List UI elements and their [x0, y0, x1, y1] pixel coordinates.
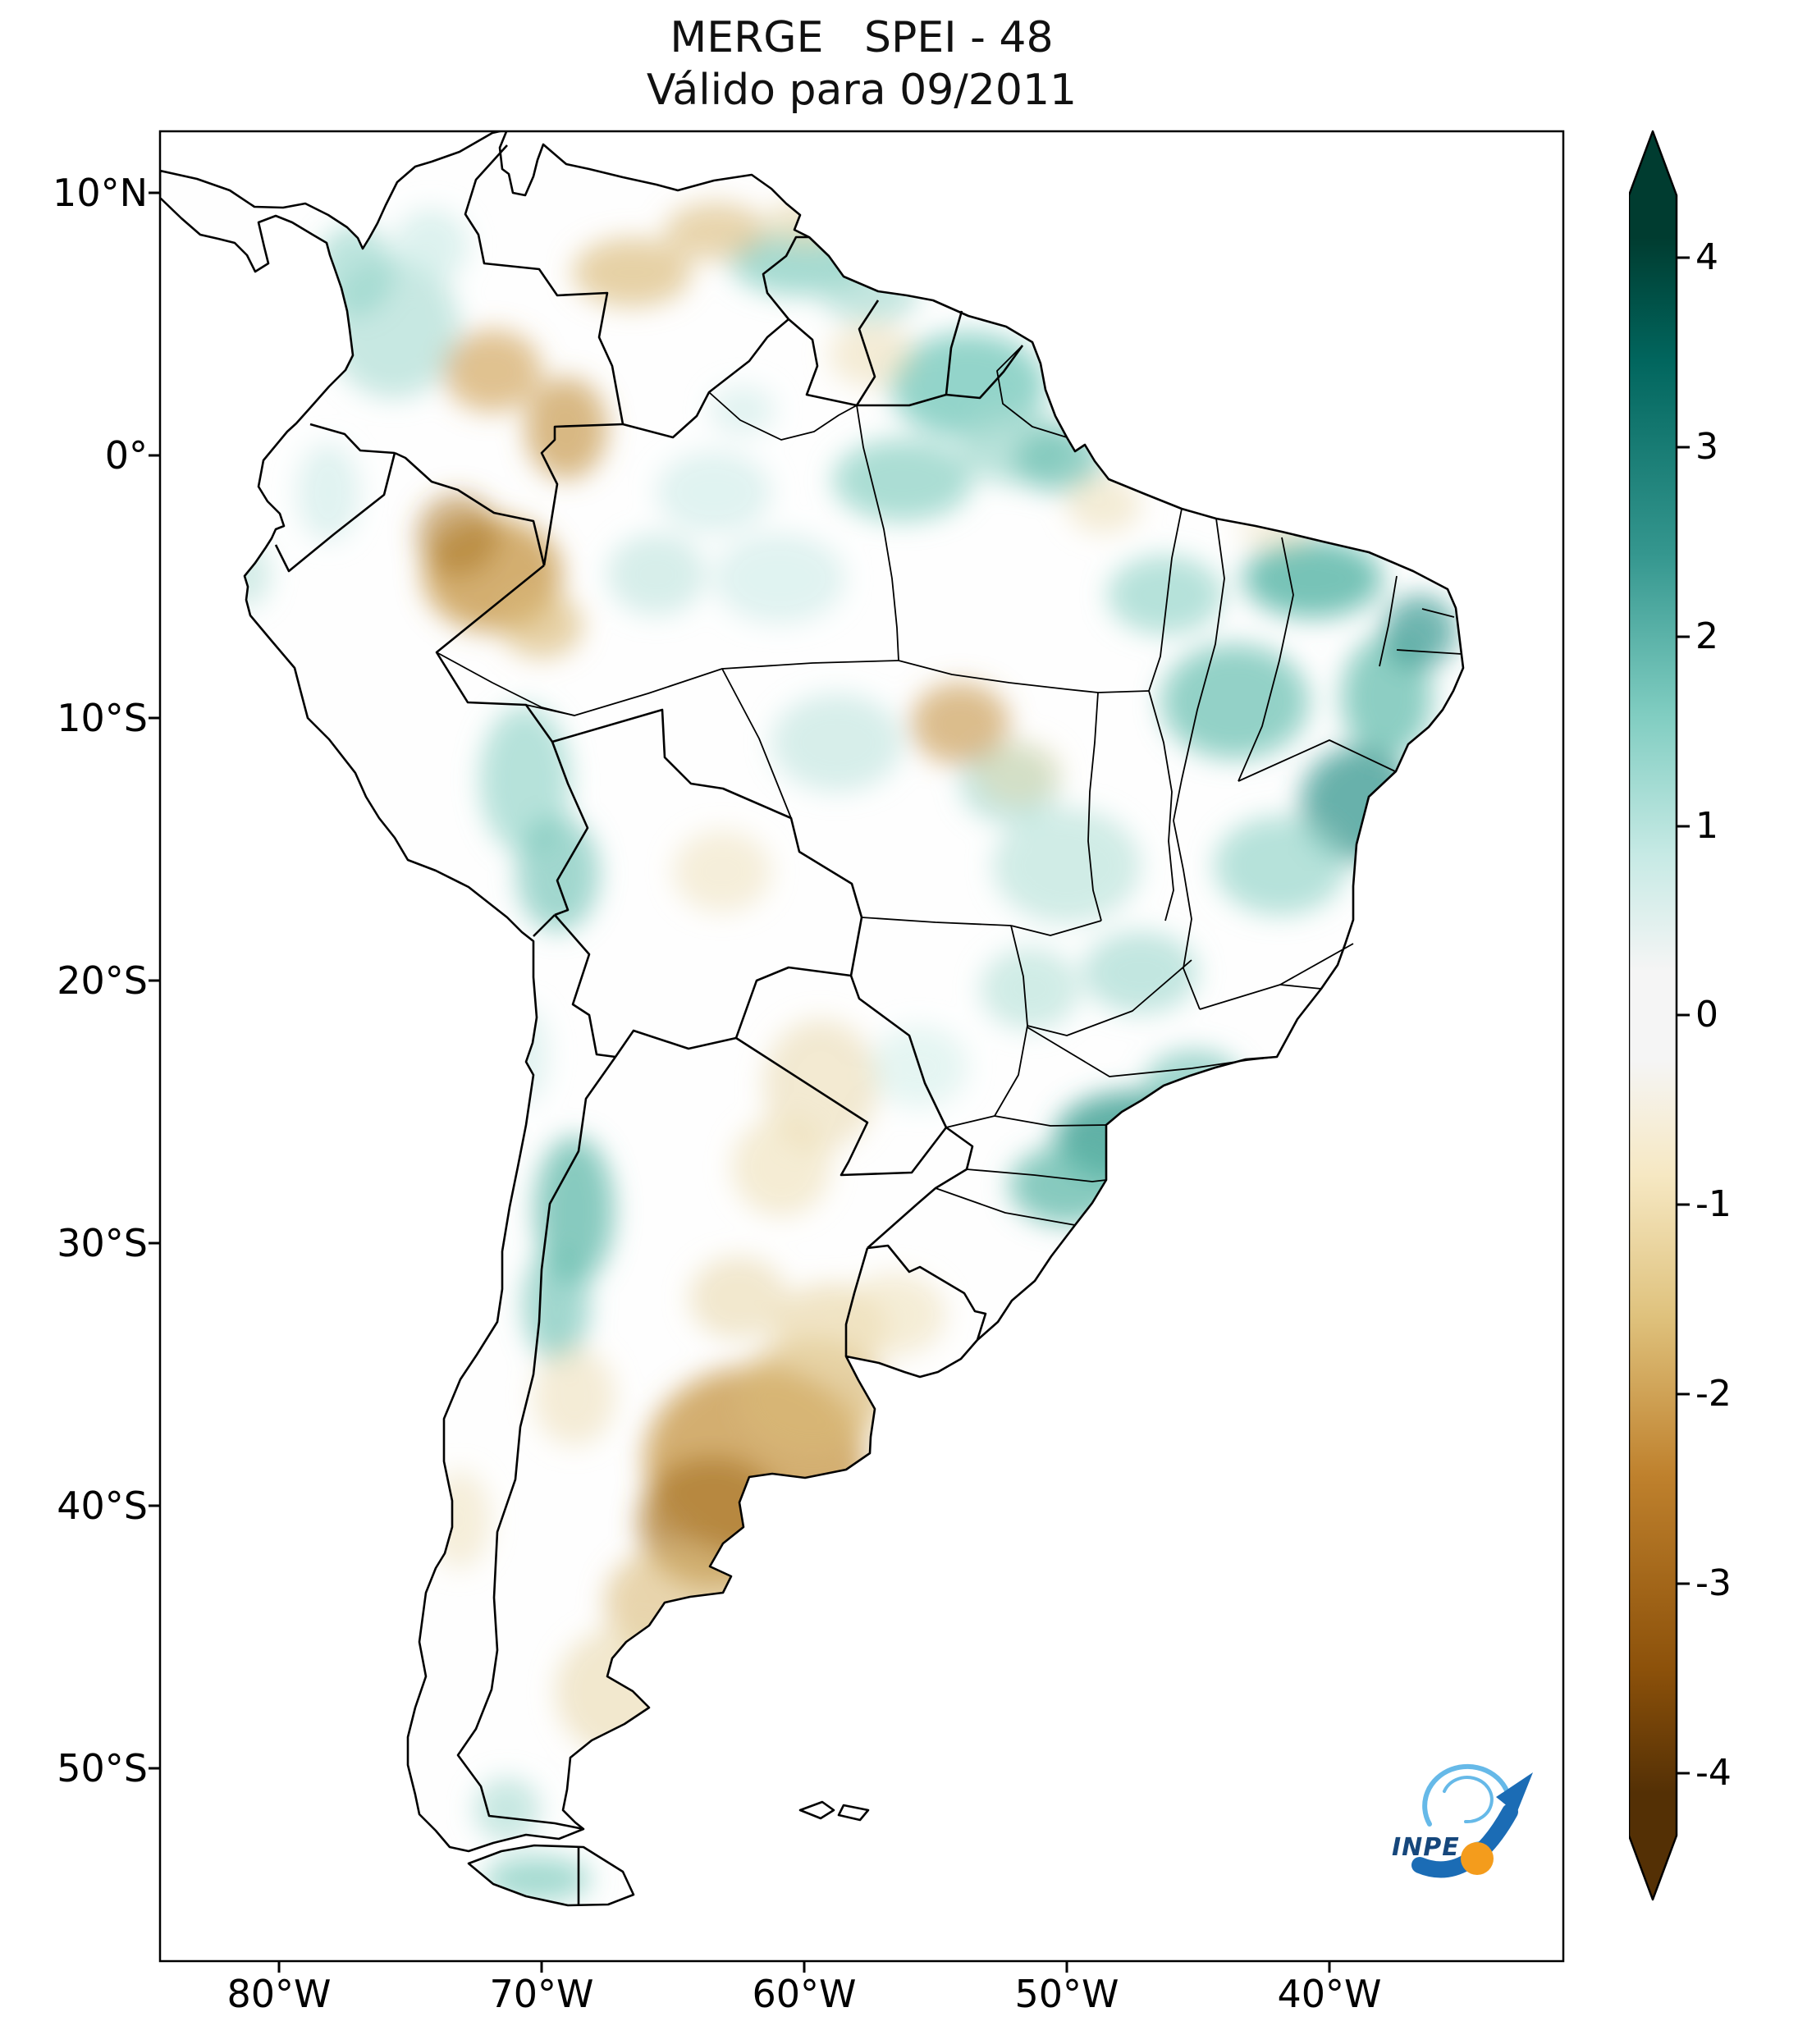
colorbar-tick-label: 3 — [1695, 426, 1718, 468]
y-tick-label: 0° — [104, 433, 148, 478]
axis-tick-marks — [149, 191, 1331, 1973]
inpe-logo: INPE — [1387, 1754, 1551, 1890]
y-tick-label: 50°S — [57, 1746, 148, 1790]
plot-frame — [158, 130, 1565, 1963]
y-tick-label: 40°S — [57, 1484, 148, 1528]
figure-subtitle: Válido para 09/2011 — [646, 66, 1077, 115]
colorbar-tick-label: -2 — [1695, 1373, 1732, 1415]
spei-raster-field — [222, 199, 1457, 1902]
x-tick-label: 40°W — [1277, 1972, 1382, 2016]
x-tick-label: 50°W — [1014, 1972, 1119, 2016]
inpe-logo-swirl-icon — [1411, 1763, 1533, 1878]
figure-title: MERGE SPEI - 48 — [670, 13, 1054, 62]
country-borders — [274, 144, 1024, 1905]
title-block: MERGE SPEI - 48 Válido para 09/2011 — [160, 11, 1563, 117]
colorbar-tick-label: -1 — [1695, 1183, 1732, 1225]
colorbar — [1629, 130, 1690, 1901]
state-borders — [436, 345, 1462, 1226]
colorbar-tick-label: 2 — [1695, 615, 1718, 657]
x-tick-label: 70°W — [489, 1972, 594, 2016]
x-tick-label: 80°W — [226, 1972, 332, 2016]
colorbar-tick-label: -4 — [1695, 1752, 1732, 1794]
y-tick-label: 30°S — [57, 1221, 148, 1265]
colorbar-tick-label: -3 — [1695, 1562, 1732, 1604]
inpe-logo-text: INPE — [1392, 1833, 1460, 1862]
colorbar-tick-marks — [1677, 256, 1690, 1775]
y-tick-label: 10°N — [53, 171, 148, 215]
colorbar-tick-label: 1 — [1695, 805, 1718, 847]
colorbar-tick-label: 4 — [1695, 236, 1718, 278]
x-tick-label: 60°W — [752, 1972, 857, 2016]
y-tick-label: 20°S — [57, 958, 148, 1003]
colorbar-tick-label: 0 — [1695, 994, 1718, 1036]
y-tick-label: 10°S — [57, 696, 148, 740]
colorbar-gradient-bar — [1629, 130, 1678, 1901]
